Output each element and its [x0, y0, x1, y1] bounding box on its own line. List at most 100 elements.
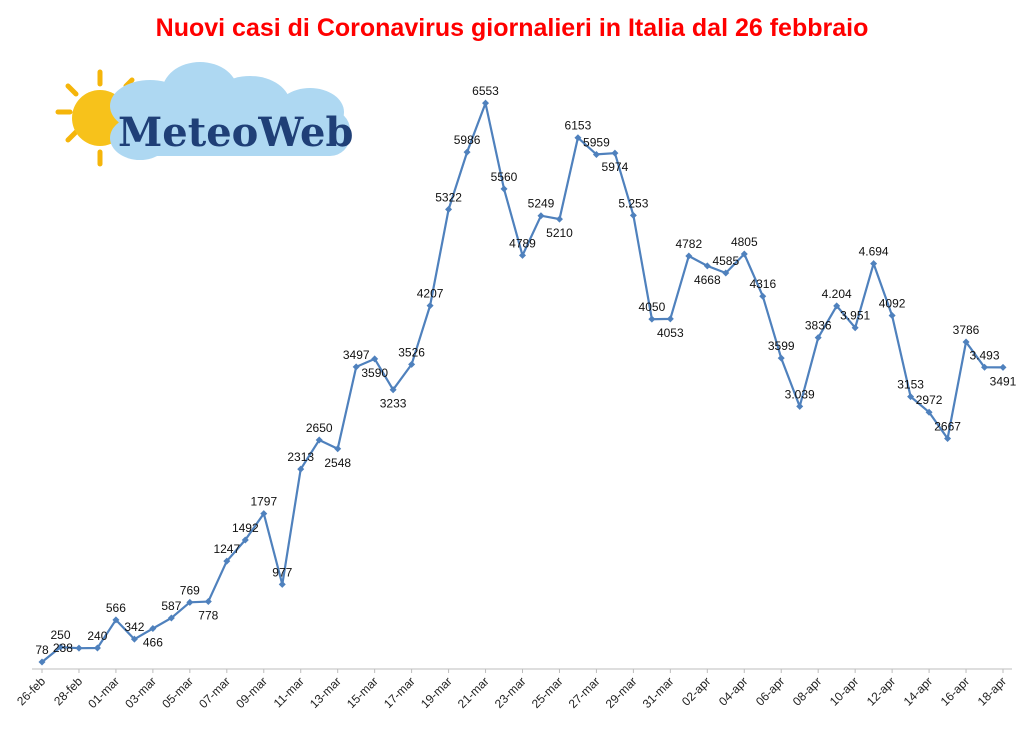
data-point	[537, 212, 545, 220]
data-point	[833, 302, 841, 310]
data-label: 2548	[324, 456, 351, 470]
data-label: 778	[198, 609, 218, 623]
x-tick-label: 06-apr	[753, 674, 787, 708]
meteoweb-logo: MeteoWeb	[55, 62, 353, 167]
data-point	[75, 644, 83, 652]
data-label: 2650	[306, 421, 333, 435]
data-label: 1797	[250, 495, 277, 509]
data-label: 4.204	[822, 287, 852, 301]
data-label: 2972	[916, 393, 943, 407]
data-label: 3.493	[969, 348, 999, 362]
data-point	[389, 386, 397, 394]
data-label: 4316	[749, 277, 776, 291]
data-point	[371, 355, 379, 363]
data-point	[519, 251, 526, 259]
data-label: 4092	[879, 297, 906, 311]
data-label: 769	[180, 583, 200, 597]
data-label: 3153	[897, 378, 924, 392]
data-label: 3786	[953, 323, 980, 337]
data-point	[851, 324, 859, 332]
data-point	[777, 354, 785, 362]
data-point	[555, 215, 563, 223]
data-point	[666, 315, 674, 323]
data-label: 3.951	[840, 309, 870, 323]
data-label: 5210	[546, 226, 573, 240]
x-tick-label: 18-apr	[975, 674, 1009, 708]
data-point	[38, 658, 46, 666]
x-tick-label: 09-mar	[233, 674, 270, 711]
data-point	[870, 260, 878, 268]
data-point	[315, 436, 323, 444]
x-tick-label: 28-feb	[51, 674, 85, 708]
data-point	[722, 269, 730, 277]
data-label: 4050	[639, 300, 666, 314]
data-point	[167, 614, 175, 622]
data-label: 240	[87, 629, 107, 643]
data-point	[574, 134, 582, 142]
x-tick-label: 13-mar	[307, 674, 344, 711]
chart-title: Nuovi casi di Coronavirus giornalieri in…	[155, 14, 869, 42]
x-tick-label: 27-mar	[566, 674, 603, 711]
data-label: 3497	[343, 348, 370, 362]
x-tick-label: 14-apr	[901, 674, 935, 708]
data-point	[962, 338, 970, 346]
data-label: 342	[124, 620, 144, 634]
data-label: 5322	[435, 190, 462, 204]
data-point	[796, 402, 804, 410]
data-point	[93, 644, 101, 652]
x-tick-label: 26-feb	[14, 674, 48, 708]
data-point	[944, 435, 952, 443]
data-point	[408, 360, 416, 368]
data-label: 4.694	[859, 245, 889, 259]
data-label: 5974	[602, 160, 629, 174]
data-label: 587	[161, 599, 181, 613]
x-tick-label: 21-mar	[455, 674, 492, 711]
data-point	[297, 465, 305, 473]
data-point	[685, 252, 693, 260]
x-tick-label: 05-mar	[159, 674, 196, 711]
data-point	[241, 536, 249, 544]
x-tick-label: 15-mar	[344, 674, 381, 711]
data-label: 6553	[472, 84, 499, 98]
data-label: 3.039	[785, 387, 815, 401]
data-label: 4789	[509, 236, 536, 250]
data-label: 4053	[657, 326, 684, 340]
data-point	[981, 363, 989, 371]
data-label: 78	[35, 643, 49, 657]
x-tick-label: 02-apr	[679, 674, 713, 708]
data-label: 2667	[934, 420, 961, 434]
cloud-icon	[110, 62, 350, 160]
data-label: 3233	[380, 397, 407, 411]
x-tick-label: 23-mar	[492, 674, 529, 711]
data-label: 977	[272, 565, 292, 579]
data-point	[740, 250, 748, 258]
data-point	[260, 510, 268, 518]
data-point	[611, 149, 619, 157]
data-label: 566	[106, 601, 126, 615]
data-label: 3836	[805, 319, 832, 333]
data-label: 4207	[417, 287, 444, 301]
x-tick-label: 08-apr	[790, 674, 824, 708]
data-point	[334, 445, 342, 453]
x-tick-label: 29-mar	[603, 674, 640, 711]
data-label: 1247	[213, 542, 240, 556]
data-label: 5249	[528, 197, 555, 211]
data-point	[629, 211, 637, 219]
data-label: 5.253	[618, 196, 648, 210]
data-point	[112, 616, 120, 624]
data-label: 3590	[361, 366, 388, 380]
data-label: 238	[53, 641, 73, 655]
data-point	[925, 408, 933, 416]
x-tick-label: 31-mar	[640, 674, 677, 711]
data-point	[426, 302, 434, 310]
data-point	[352, 363, 360, 371]
x-tick-label: 25-mar	[529, 674, 566, 711]
x-tick-label: 07-mar	[196, 674, 233, 711]
x-tick-label: 16-apr	[938, 674, 972, 708]
logo-text: MeteoWeb	[118, 109, 353, 156]
data-point	[814, 334, 822, 342]
data-point	[592, 150, 600, 158]
data-point	[648, 315, 656, 323]
x-tick-label: 11-mar	[271, 674, 307, 710]
